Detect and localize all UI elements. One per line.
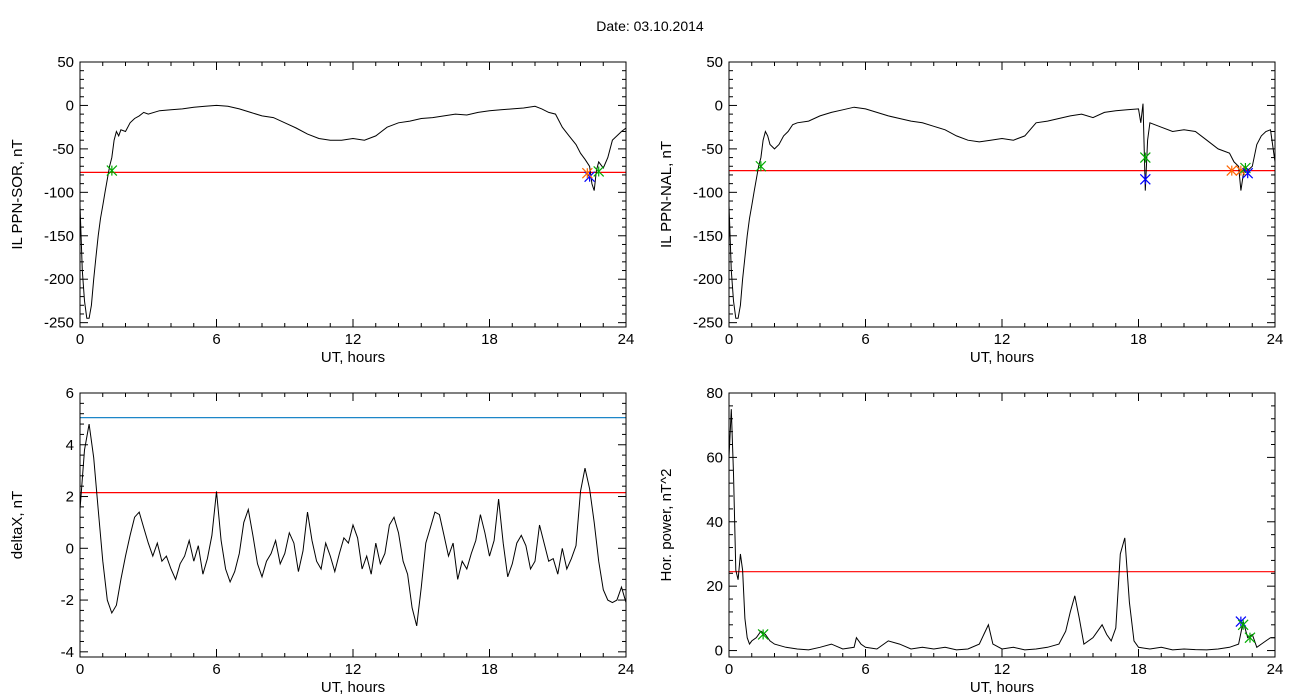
event-marker [1242,167,1254,179]
y-tick-label: 80 [706,385,723,402]
event-marker [1244,632,1256,644]
y-tick-label: 0 [715,97,723,114]
y-tick-label: 50 [706,54,723,71]
y-tick-label: 2 [66,489,74,506]
plot-frame [79,61,627,328]
data-series-line [729,103,1275,319]
x-tick-label: 24 [618,661,635,678]
y-tick-label: -100 [44,184,74,201]
event-marker [593,166,605,177]
x-tick-label: 12 [994,661,1011,678]
y-tick-label: -4 [61,644,74,661]
y-axis-label: IL PPN-SOR, nT [9,139,26,249]
chart-date-title: Date: 03.10.2014 [596,18,704,34]
y-axis-label: IL PPN-NAL, nT [658,141,675,248]
x-tick-label: 18 [481,661,498,678]
panel-3: 0 6 12 18 24 6 4 2 0 -2 -4 UT, hours deltaX, nT [9,385,634,696]
plot-frame [728,392,1276,658]
x-tick-label: 18 [481,331,498,348]
x-axis-label: UT, hours [970,679,1034,696]
x-tick-label: 0 [76,331,84,348]
x-tick-label: 6 [861,661,869,678]
x-tick-label: 24 [1267,331,1284,348]
event-marker [1139,152,1151,163]
panel-2: 0 6 12 18 24 50 0 -50 -100 -150 -200 -250 UT, hours I… [658,54,1283,366]
x-tick-label: 0 [76,661,84,678]
x-tick-label: 6 [861,331,869,348]
panel-1: 0 6 12 18 24 50 0 -50 -100 -150 -200 -250 UT, hours I… [9,54,634,366]
x-tick-label: 12 [345,661,362,678]
y-tick-label: -150 [693,228,723,245]
y-tick-label: 0 [66,540,74,557]
x-tick-label: 18 [1130,331,1147,348]
x-tick-label: 12 [994,331,1011,348]
y-axis-label: deltaX, nT [9,491,26,559]
x-tick-label: 0 [725,331,733,348]
panel-4: 0 6 12 18 24 80 60 40 20 0 UT, hours Hor. power, nT… [658,385,1283,696]
y-tick-label: 0 [66,97,74,114]
y-tick-label: -150 [44,228,74,245]
y-tick-label: 50 [57,54,74,71]
x-tick-label: 18 [1130,661,1147,678]
y-tick-label: 6 [66,385,74,402]
data-series-line [80,104,626,319]
x-tick-label: 24 [1267,661,1284,678]
y-tick-label: -200 [44,271,74,288]
x-axis-label: UT, hours [321,349,385,366]
y-tick-label: -50 [701,141,723,158]
x-tick-label: 6 [212,661,220,678]
data-series-line [729,409,1275,651]
y-tick-label: -250 [693,315,723,332]
event-marker [755,160,767,172]
event-marker [584,171,596,183]
y-tick-label: -50 [52,141,74,158]
y-tick-label: 60 [706,449,723,466]
y-tick-label: 20 [706,578,723,595]
y-tick-label: 4 [66,437,74,454]
x-axis-label: UT, hours [970,349,1034,366]
y-tick-label: -200 [693,271,723,288]
x-axis-label: UT, hours [321,679,385,696]
event-marker [1226,165,1238,177]
y-tick-label: -2 [61,592,74,609]
event-marker [1237,619,1249,631]
event-marker [1139,173,1151,185]
y-tick-label: -250 [44,315,74,332]
x-tick-label: 24 [618,331,635,348]
event-marker [757,629,769,640]
x-tick-label: 6 [212,331,220,348]
y-tick-label: 0 [715,643,723,660]
y-tick-label: 40 [706,514,723,531]
y-axis-label: Hor. power, nT^2 [658,469,675,582]
x-tick-label: 12 [345,331,362,348]
event-marker [581,167,593,179]
event-marker [1235,616,1247,628]
x-tick-label: 0 [725,661,733,678]
plot-frame [728,61,1276,328]
data-series-line [80,424,626,627]
y-tick-label: -100 [693,184,723,201]
event-marker [106,165,118,177]
